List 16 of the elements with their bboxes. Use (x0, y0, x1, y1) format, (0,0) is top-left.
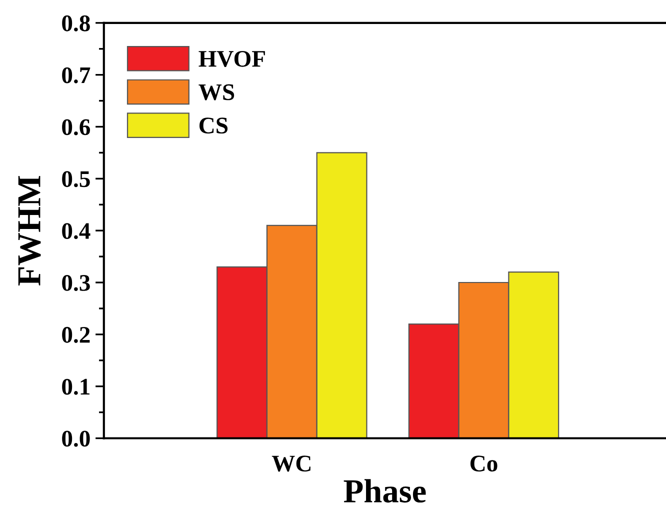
x-tick-label: Co (470, 456, 498, 472)
y-tick-label: 0.7 (62, 67, 90, 84)
y-tick-label: 0.0 (62, 430, 90, 447)
y-tick-label: 0.4 (62, 223, 90, 240)
y-tick-label: 0.2 (62, 326, 90, 343)
x-axis-title: Phase (344, 479, 426, 503)
legend-label: WS (198, 84, 234, 100)
y-tick-label: 0.3 (62, 274, 90, 292)
y-axis-title: FWHM (18, 176, 41, 286)
legend-label: CS (199, 118, 228, 134)
y-tick-label: 0.6 (62, 119, 90, 136)
y-tick-label: 0.1 (62, 378, 90, 395)
x-tick-label: WC (272, 456, 310, 472)
legend-label: HVOF (198, 50, 265, 67)
y-tick-label: 0.8 (62, 15, 90, 32)
y-tick-label: 0.5 (62, 171, 90, 188)
